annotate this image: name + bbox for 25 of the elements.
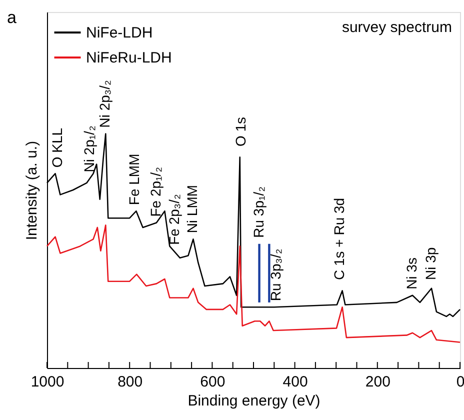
text: survey spectrum: [342, 19, 452, 36]
annotation: Fe 2p₁/₂: [147, 166, 164, 217]
annotation: O KLL: [49, 128, 66, 168]
annotation: Fe 2p₃/₂: [166, 194, 182, 245]
text: a: [7, 8, 17, 27]
annotation: Ni 3s: [404, 257, 420, 290]
annotation: Ru 3p₁/₂: [250, 186, 266, 238]
annotation: Ni 3p: [422, 247, 439, 280]
annotation: Ni 2p₃/₂: [96, 80, 113, 128]
annotation: Fe LMM: [126, 154, 142, 206]
x-axis-title: Binding energy (eV): [188, 392, 320, 410]
x-tick-label: 200: [365, 374, 390, 390]
x-tick-label: 400: [282, 374, 308, 390]
x-tick-label: 1000: [30, 374, 64, 390]
annotation: O 1s: [232, 116, 249, 147]
annotation: C 1s + Ru 3d: [330, 198, 347, 280]
annotation: Ni LMM: [184, 184, 200, 234]
x-tick-label: 800: [118, 374, 143, 390]
x-tick-label: 0: [456, 374, 464, 390]
annotation: Ni 2p₁/₂: [80, 126, 97, 172]
annotation: Ru 3p₃/₂: [268, 248, 284, 302]
legend-label: NiFeRu-LDH: [86, 50, 172, 66]
legend-label: NiFe-LDH: [86, 24, 153, 42]
y-axis-title: Intensity (a. u.): [24, 140, 40, 240]
x-tick-label: 600: [200, 374, 226, 390]
